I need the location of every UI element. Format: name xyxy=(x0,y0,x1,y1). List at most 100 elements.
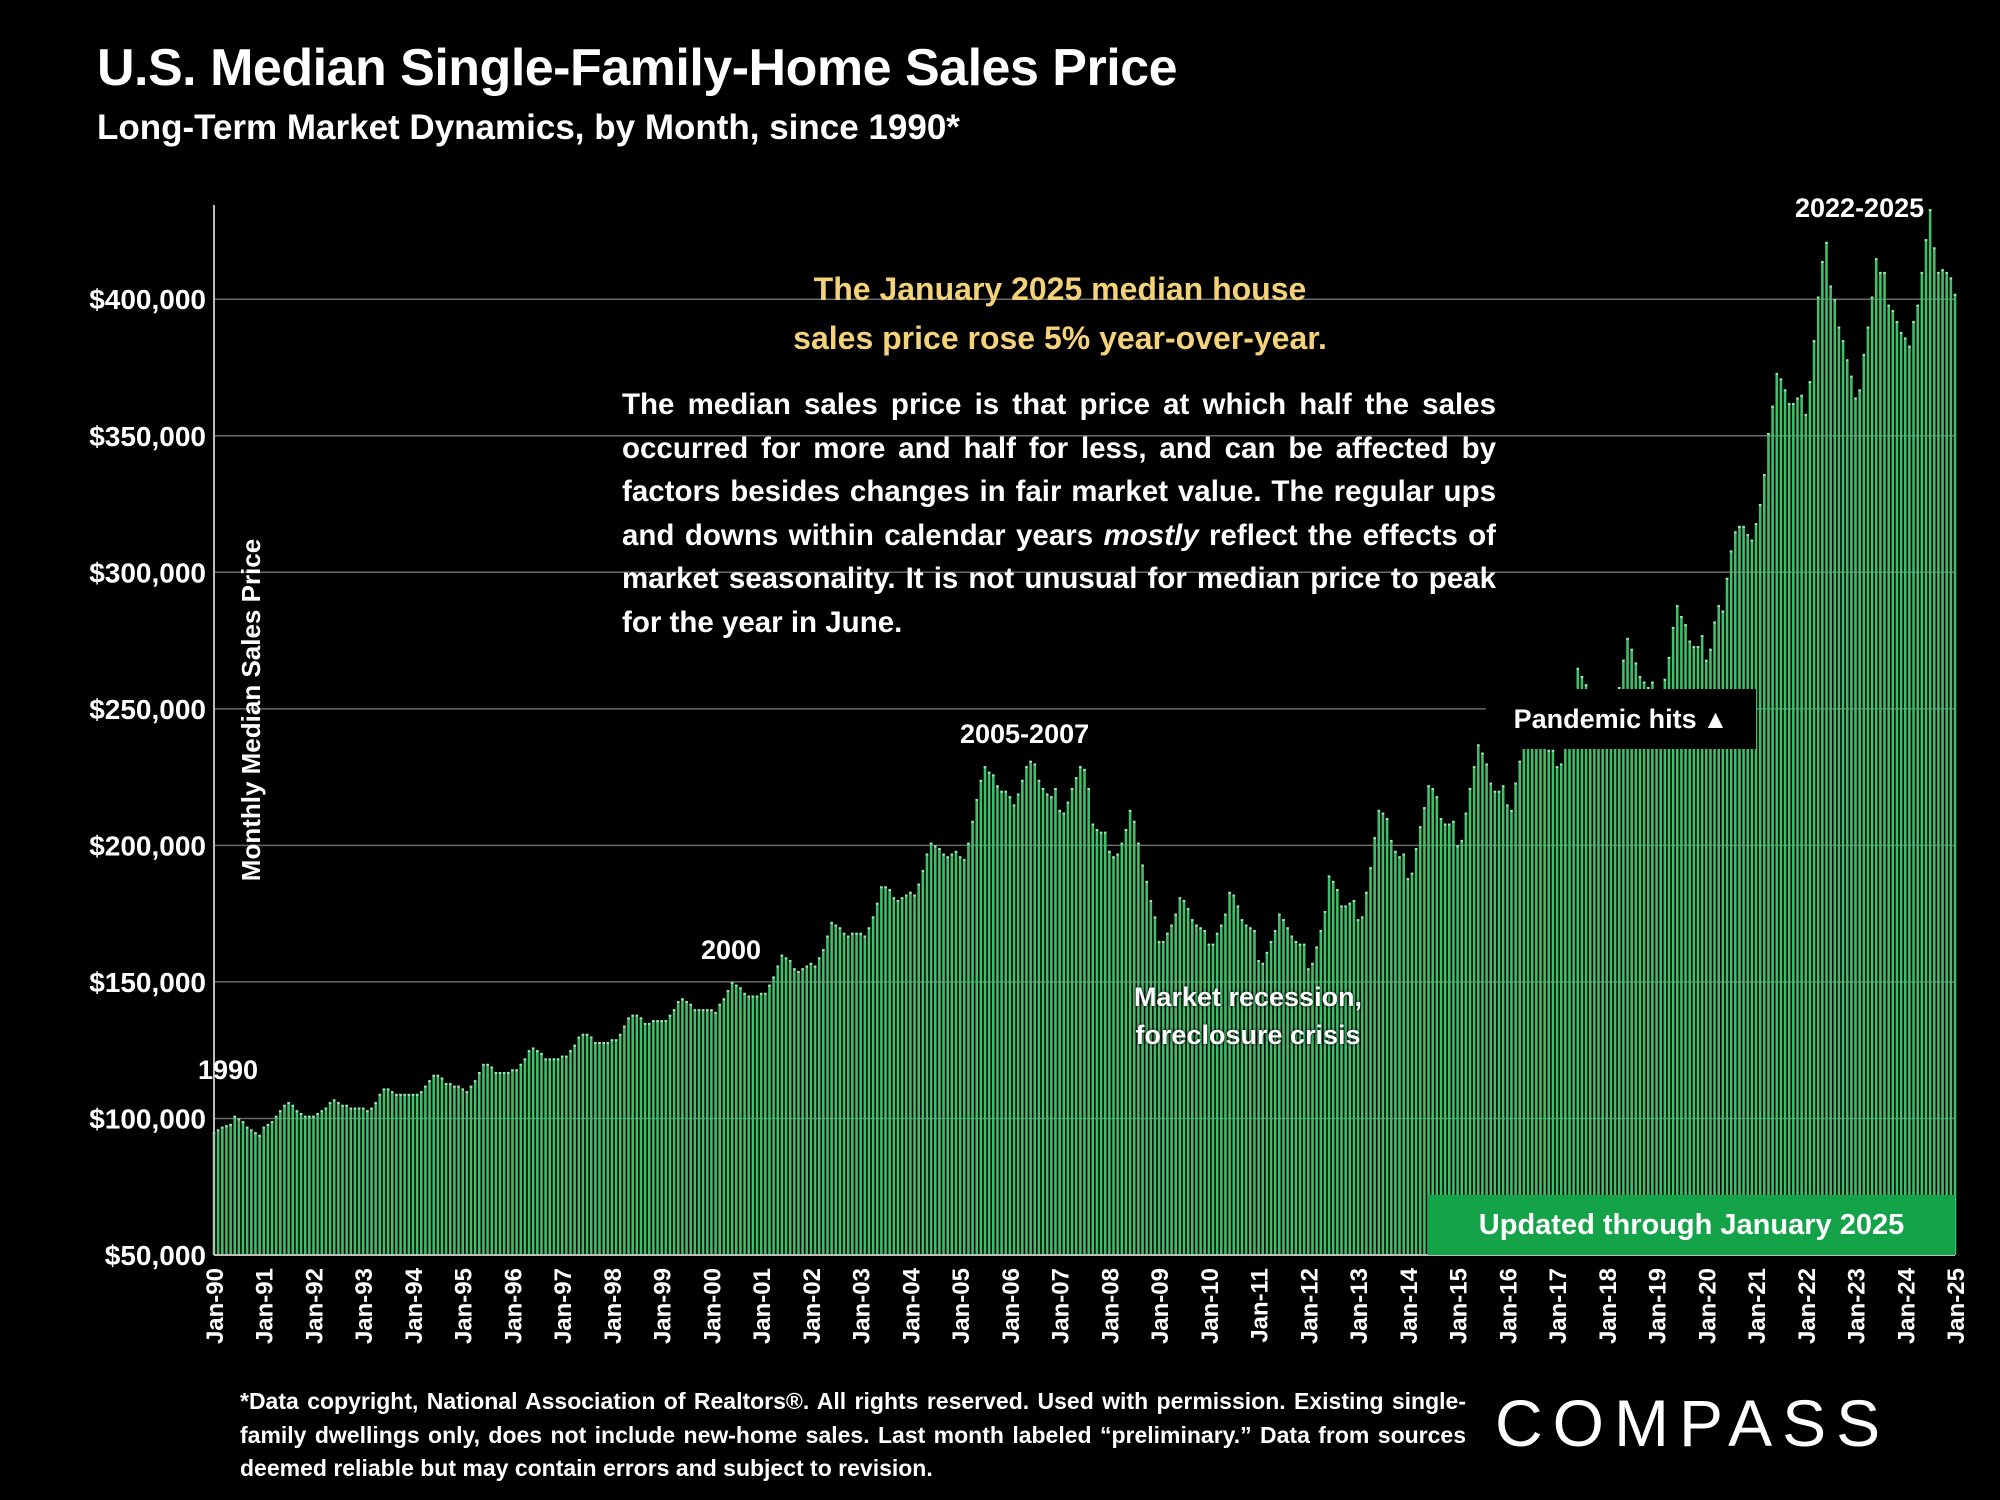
bar xyxy=(585,1033,589,1255)
bar xyxy=(1742,525,1745,1255)
bar-cap xyxy=(1141,864,1144,867)
x-tick-label: Jan-19 xyxy=(1645,1268,1672,1344)
bar-cap xyxy=(1448,823,1451,826)
bar-cap xyxy=(606,1042,610,1044)
bar xyxy=(1725,577,1729,1255)
bar xyxy=(1634,662,1638,1255)
y-axis-label: Monthly Median Sales Price xyxy=(236,539,266,881)
bar xyxy=(1203,930,1206,1255)
bar-cap xyxy=(1754,523,1758,526)
bar xyxy=(444,1082,448,1255)
bar-cap xyxy=(1070,788,1074,791)
bar xyxy=(846,935,850,1255)
chart-axes xyxy=(213,205,1955,1256)
bar-cap xyxy=(419,1091,423,1094)
bar xyxy=(1157,940,1161,1255)
bar-cap xyxy=(1124,829,1128,831)
bar-cap xyxy=(627,1017,630,1020)
bar xyxy=(996,785,999,1255)
bar-cap xyxy=(822,949,825,952)
bar xyxy=(1518,760,1522,1255)
bar-cap xyxy=(1845,359,1849,362)
annotation-2022-2025: 2022-2025 xyxy=(1795,193,1925,223)
bar xyxy=(1265,951,1269,1255)
bar-cap xyxy=(838,927,842,930)
bar-cap xyxy=(706,1009,709,1012)
bar xyxy=(1327,875,1331,1255)
bar-cap xyxy=(1012,804,1016,807)
bar-cap xyxy=(1025,766,1028,769)
bar xyxy=(1489,782,1493,1255)
bar xyxy=(1659,703,1662,1255)
bar-cap xyxy=(1924,239,1928,242)
bar xyxy=(1257,960,1260,1255)
bar-cap xyxy=(585,1033,589,1036)
callout-line-1: The January 2025 median house xyxy=(813,271,1307,307)
bar-cap xyxy=(1460,839,1463,842)
bar-cap xyxy=(1108,850,1111,853)
bar-cap xyxy=(851,932,854,935)
bar xyxy=(1331,880,1335,1255)
bar xyxy=(1684,624,1687,1255)
bar-cap xyxy=(1821,261,1824,263)
bar xyxy=(589,1036,593,1255)
bar xyxy=(1700,635,1704,1255)
x-tick-label: Jan-95 xyxy=(451,1268,478,1344)
x-tick-label: Jan-16 xyxy=(1495,1268,1522,1344)
bar xyxy=(1220,924,1223,1255)
x-tick-label: Jan-14 xyxy=(1396,1267,1423,1344)
bar-cap xyxy=(1182,900,1186,902)
bar-cap xyxy=(900,897,904,900)
bar-cap xyxy=(1667,656,1671,659)
bar-cap xyxy=(954,850,958,853)
bar xyxy=(1903,337,1907,1256)
bar xyxy=(291,1104,295,1255)
x-tick-label: Jan-02 xyxy=(799,1268,826,1344)
bar-cap xyxy=(1630,648,1633,651)
bar-cap xyxy=(1161,940,1165,943)
bar-cap xyxy=(668,1014,672,1017)
bar xyxy=(1526,717,1530,1255)
bar-cap xyxy=(1365,891,1368,894)
bar-cap xyxy=(457,1085,460,1088)
bar-cap xyxy=(614,1039,618,1042)
bar-cap xyxy=(1779,378,1783,381)
bar xyxy=(1477,744,1480,1255)
bar xyxy=(909,891,912,1255)
bar xyxy=(374,1102,377,1255)
bar-cap xyxy=(987,771,991,774)
bar-cap xyxy=(946,856,949,859)
annotation-2000: 2000 xyxy=(701,935,762,965)
bar-cap xyxy=(623,1025,626,1028)
bar-cap xyxy=(374,1102,377,1105)
bar xyxy=(1564,744,1567,1255)
bar-cap xyxy=(1949,277,1953,280)
y-tick-label: $350,000 xyxy=(89,421,206,452)
bar-cap xyxy=(921,869,925,872)
bar xyxy=(1941,269,1944,1255)
bar xyxy=(1439,818,1443,1255)
bar-cap xyxy=(805,965,809,968)
bar-cap xyxy=(337,1102,340,1105)
bar-cap xyxy=(1269,940,1273,943)
bar xyxy=(747,995,751,1255)
bar xyxy=(1928,209,1932,1255)
y-tick-label: $200,000 xyxy=(89,830,206,861)
bar xyxy=(225,1125,228,1255)
bar-cap xyxy=(1137,842,1140,845)
bar-cap xyxy=(216,1129,220,1132)
bar-cap xyxy=(407,1093,411,1096)
bar xyxy=(1414,848,1418,1255)
bar-cap xyxy=(519,1063,523,1066)
bar xyxy=(1646,687,1650,1255)
bar-cap xyxy=(237,1118,241,1121)
bar xyxy=(1539,744,1542,1255)
bar-cap xyxy=(581,1033,585,1036)
bar xyxy=(1497,790,1501,1255)
bar xyxy=(1663,678,1667,1255)
bar-cap xyxy=(1394,850,1397,853)
bar-cap xyxy=(652,1020,655,1023)
bar xyxy=(299,1113,303,1255)
bar xyxy=(366,1110,369,1255)
